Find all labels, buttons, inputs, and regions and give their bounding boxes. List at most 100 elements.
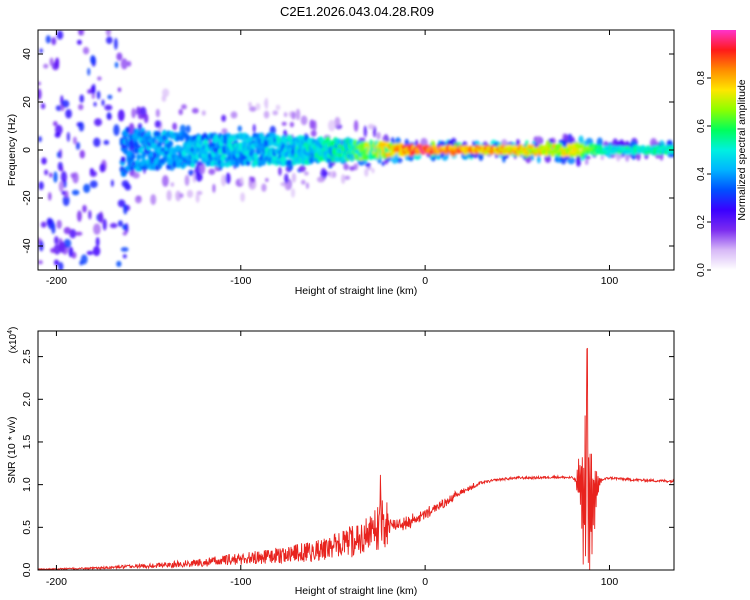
- spectrogram-blob: [58, 241, 66, 253]
- spectrogram-blob: [344, 175, 351, 180]
- spectrogram-blob: [191, 107, 199, 114]
- spectrogram-blob: [136, 106, 142, 116]
- spectrogram-blob: [72, 136, 77, 145]
- spectrogram-blob: [78, 121, 85, 132]
- spectrogram-blob: [263, 99, 268, 107]
- spectrogram-blob: [567, 156, 576, 165]
- spectrogram-ridge-cell: [448, 144, 453, 150]
- spectrogram-ridge-cell: [276, 136, 282, 144]
- spectrogram-blob: [212, 183, 216, 193]
- spectrogram-blob: [195, 192, 200, 203]
- spectrogram-blob: [40, 221, 47, 228]
- spectrogram-blob: [93, 223, 101, 235]
- spectrogram-blob: [88, 210, 92, 220]
- spectrogram-ridge-cell: [151, 136, 157, 144]
- spectrogram-blob: [127, 60, 132, 67]
- spectrogram-blob: [103, 139, 110, 145]
- spectrogram-blob: [283, 111, 288, 118]
- spectrogram-blob: [185, 125, 191, 133]
- spectrogram-blob: [38, 88, 42, 100]
- snr-series-line: [38, 347, 674, 570]
- spectrogram-blob: [56, 219, 62, 229]
- spectrogram-blob: [79, 94, 85, 103]
- spectrogram-blob: [95, 237, 100, 247]
- spectrogram-blob: [89, 170, 97, 177]
- colorbar-ticks: 0.0 0.2 0.4 0.6 0.8: [696, 71, 711, 277]
- spectrogram-y-tick-label: -20: [21, 190, 33, 205]
- spectrogram-blob: [43, 63, 49, 69]
- spectrogram-blob: [120, 247, 129, 252]
- spectrogram-blob: [301, 179, 306, 185]
- spectrogram-ridge-cell: [198, 139, 203, 146]
- spectrogram-blob: [614, 153, 623, 159]
- spectrogram-blob: [281, 121, 287, 126]
- spectrogram-blob: [239, 176, 244, 185]
- spectrogram-blob: [250, 176, 256, 183]
- snr-y-tick-label: 0.0: [21, 563, 33, 578]
- spectrogram-blob: [104, 104, 113, 111]
- spectrogram-blob: [54, 236, 59, 245]
- spectrogram-blob: [38, 181, 44, 190]
- spectrogram-blob: [51, 222, 56, 235]
- spectrogram-y-tick-label: 20: [21, 96, 33, 108]
- spectrogram-blob: [122, 223, 128, 231]
- spectrogram-blob: [56, 30, 64, 40]
- spectrogram-blob: [38, 81, 42, 86]
- spectrogram-blob: [41, 157, 47, 165]
- spectrogram-ridge-cell: [549, 143, 554, 148]
- spectrogram-blob: [469, 153, 474, 158]
- spectrogram-blob: [90, 55, 96, 65]
- spectrogram-blob: [332, 171, 337, 178]
- spectrogram-blob: [535, 135, 543, 146]
- spectrogram-blob: [225, 172, 231, 185]
- spectrogram-blob: [334, 116, 341, 128]
- spectrogram-blob: [131, 107, 136, 119]
- spectrogram-blob: [93, 102, 97, 107]
- snr-y-tick-label: 1.0: [21, 477, 33, 492]
- spectrogram-blob: [109, 222, 118, 229]
- spectrogram-blob: [137, 114, 145, 120]
- spectrogram-blob: [290, 188, 296, 198]
- spectrogram-blob: [62, 194, 70, 207]
- spectrogram-ridge-cell: [156, 130, 161, 137]
- spectrogram-ridge-cell: [125, 126, 130, 134]
- spectrogram-blob: [40, 103, 46, 110]
- colorbar: 0.0 0.2 0.4 0.6 0.8 Normalized spectral ampl…: [696, 30, 748, 277]
- spectrogram-y-tick-label: 40: [21, 48, 33, 60]
- spectrogram-blob: [66, 131, 70, 142]
- spectrogram-blob: [121, 180, 130, 188]
- spectrogram-blob: [196, 161, 203, 166]
- spectrogram-ridge-cell: [544, 151, 549, 157]
- spectrogram-ridge-cell: [168, 140, 174, 147]
- spectrogram-blob: [82, 204, 87, 213]
- spectrogram-blob: [240, 192, 245, 202]
- spectrogram-blob: [303, 171, 309, 176]
- spectrogram-blob: [298, 165, 306, 173]
- spectrogram-blob: [117, 220, 123, 227]
- spectrogram-blob: [83, 183, 91, 193]
- snr-x-label: Height of straight line (km): [295, 585, 418, 597]
- colorbar-gradient: [711, 30, 736, 270]
- spectrogram-blob: [255, 102, 261, 111]
- spectrogram-ridge-cell: [138, 147, 144, 154]
- spectrogram-blob: [76, 210, 82, 222]
- spectrogram-blob: [38, 260, 43, 265]
- spectrogram-blob: [328, 163, 333, 169]
- spectrogram-blob: [192, 173, 197, 183]
- spectrogram-blob: [349, 166, 355, 171]
- spectrogram-blob: [54, 132, 61, 138]
- spectrogram-blob: [46, 217, 53, 226]
- spectrogram-blob: [327, 119, 336, 132]
- spectrogram-x-tick-label: -200: [46, 275, 67, 287]
- spectrogram-blob: [110, 179, 114, 187]
- spectrogram-blob: [172, 122, 178, 131]
- spectrogram-ridge-cell: [336, 138, 342, 145]
- spectrogram-blob: [105, 30, 112, 37]
- snr-panel: -200 -100 0 100 0.0 0.5 1.0 1.5 2.0 2.5 Height of…: [6, 327, 675, 597]
- spectrogram-blob: [291, 172, 297, 183]
- spectrogram-blob: [117, 199, 126, 208]
- spectrogram-ridge-cell: [483, 150, 489, 156]
- spectrogram-blob: [178, 108, 183, 116]
- spectrogram-blob: [364, 168, 369, 177]
- spectrogram-blob: [132, 172, 140, 179]
